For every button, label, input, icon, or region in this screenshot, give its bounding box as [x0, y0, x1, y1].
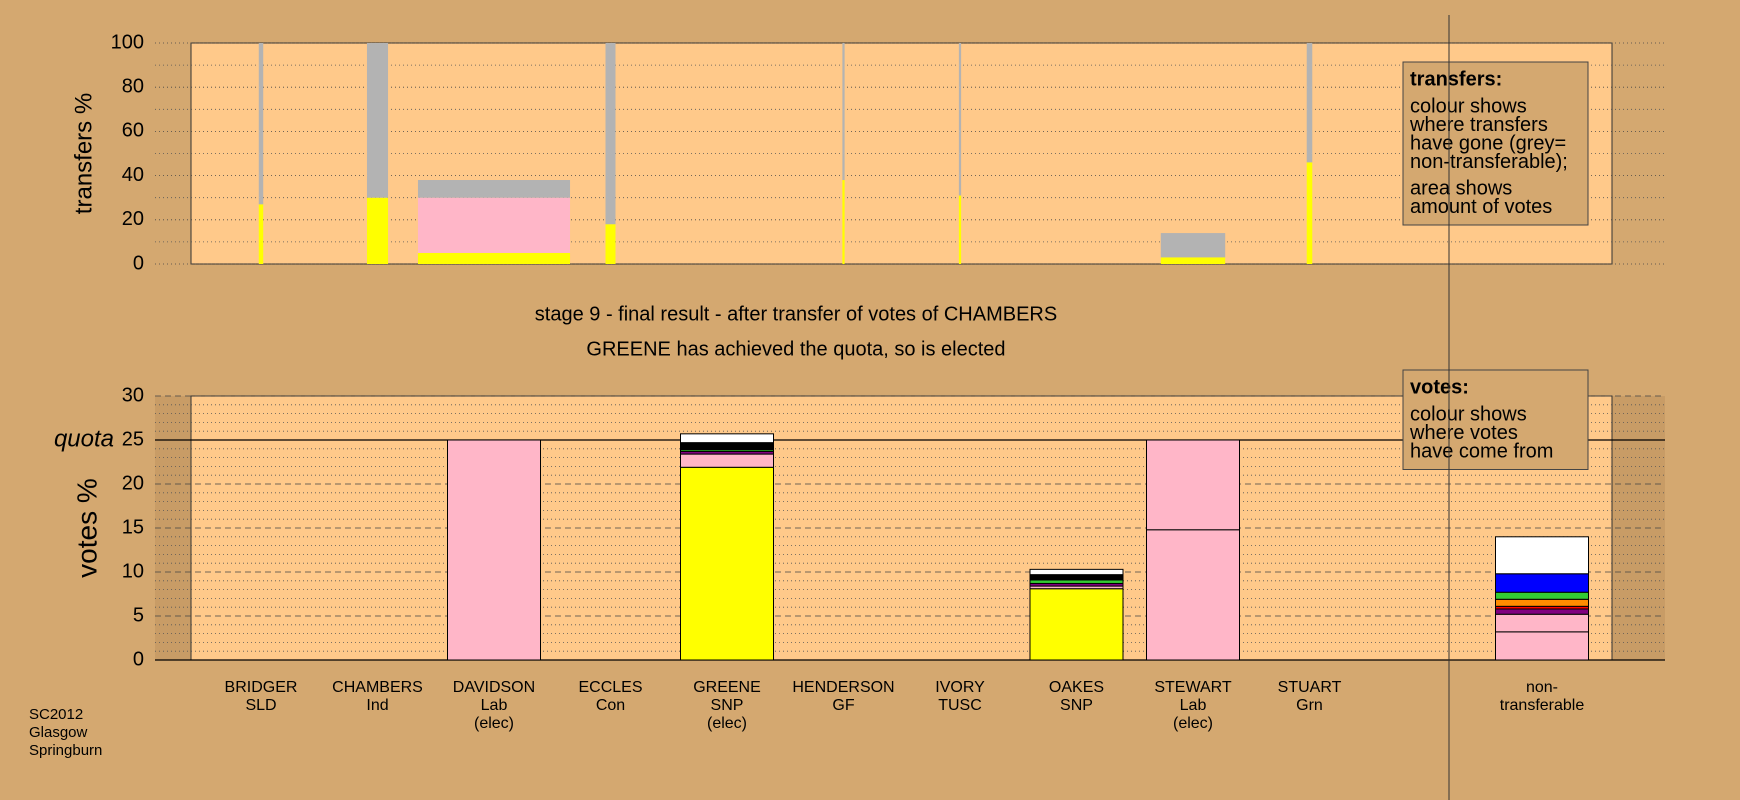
x-tick-label: DAVIDSON — [453, 679, 535, 696]
bar-segment — [1495, 613, 1589, 633]
bar-segment — [366, 197, 389, 264]
bar-segment — [447, 439, 541, 661]
y-tick-label: 10 — [122, 560, 144, 582]
bar-segment — [842, 180, 845, 264]
bar-segment — [1160, 257, 1226, 264]
legend-text: have come from — [1410, 440, 1553, 462]
bar-segment — [680, 442, 774, 451]
chart-subtitle: GREENE has achieved the quota, so is ele… — [586, 338, 1005, 360]
legend-text: where votes — [1409, 422, 1518, 444]
bar-segment — [366, 43, 389, 198]
bar-segment — [680, 453, 774, 468]
legend-text: where transfers — [1409, 114, 1548, 136]
x-tick-label: Grn — [1296, 697, 1323, 714]
x-tick-label: STUART — [1278, 679, 1342, 696]
legend-text: area shows — [1410, 177, 1512, 199]
bar-segment — [1160, 233, 1226, 258]
bar-segment — [1495, 631, 1589, 661]
y-tick-label: 60 — [122, 120, 144, 142]
x-tick-label: OAKES — [1049, 679, 1104, 696]
x-tick-label: Con — [596, 697, 625, 714]
bar-segment — [680, 433, 774, 444]
x-tick-label: Ind — [366, 697, 388, 714]
bar-segment — [1029, 568, 1124, 576]
bar-segment — [1029, 588, 1124, 661]
y-tick-label: 25 — [122, 428, 144, 450]
bar-segment — [958, 195, 962, 264]
x-tick-label: ECCLES — [578, 679, 642, 696]
x-tick-label: (elec) — [474, 715, 514, 732]
bar-segment — [842, 43, 845, 181]
y-tick-label: 40 — [122, 164, 144, 186]
bar-segment — [258, 43, 264, 205]
bar-segment — [1306, 43, 1313, 163]
x-tick-label: (elec) — [707, 715, 747, 732]
footer-text: Springburn — [29, 742, 102, 759]
x-tick-label: BRIDGER — [225, 679, 298, 696]
x-tick-label: CHAMBERS — [332, 679, 423, 696]
quota-label: quota — [54, 425, 114, 452]
bar-segment — [417, 197, 571, 253]
bar-segment — [1495, 598, 1589, 607]
bar-segment — [958, 43, 962, 196]
bar-segment — [680, 466, 774, 661]
x-tick-label: SLD — [245, 697, 276, 714]
x-tick-label: SNP — [1060, 697, 1093, 714]
y-tick-label: 80 — [122, 75, 144, 97]
bar-segment — [1029, 574, 1124, 581]
x-tick-label: IVORY — [935, 679, 985, 696]
bar-segment — [605, 43, 616, 225]
y-tick-label: 20 — [122, 208, 144, 230]
x-tick-label: HENDERSON — [792, 679, 894, 696]
bar-segment — [1029, 579, 1124, 584]
x-tick-label: transferable — [1500, 697, 1585, 714]
y-tick-label: 30 — [122, 384, 144, 406]
y-tick-label: 0 — [133, 648, 144, 670]
legend-box — [1402, 61, 1589, 226]
y-tick-label: 0 — [133, 252, 144, 274]
x-tick-label: SNP — [711, 697, 744, 714]
footer-text: Glasgow — [29, 724, 88, 741]
x-tick-label: (elec) — [1173, 715, 1213, 732]
x-tick-label: STEWART — [1154, 679, 1232, 696]
legend-text: colour shows — [1410, 95, 1527, 117]
x-tick-label: GF — [832, 697, 854, 714]
bar-segment — [1495, 573, 1589, 593]
legend-text: non-transferable); — [1410, 151, 1568, 173]
bar-segment — [1146, 439, 1240, 531]
legend-box — [1402, 369, 1589, 470]
bar-segment — [1495, 591, 1589, 600]
x-tick-label: non- — [1526, 679, 1558, 696]
legend-title: transfers: — [1410, 68, 1502, 90]
footer-text: SC2012 — [29, 706, 83, 723]
legend-text: amount of votes — [1410, 196, 1552, 218]
x-tick-label: GREENE — [693, 679, 761, 696]
bar-segment — [417, 252, 571, 264]
x-tick-label: Lab — [481, 697, 508, 714]
bar-segment — [605, 224, 616, 264]
bar-segment — [1495, 536, 1589, 575]
x-tick-label: Lab — [1180, 697, 1207, 714]
x-tick-label: TUSC — [938, 697, 982, 714]
y-tick-label: 100 — [111, 31, 144, 53]
y-tick-label: 5 — [133, 604, 144, 626]
bar-segment — [1495, 608, 1589, 615]
y-axis-label: votes % — [71, 478, 102, 578]
y-axis-label: transfers % — [70, 93, 97, 214]
legend-title: votes: — [1410, 376, 1469, 398]
plot-area — [190, 42, 1613, 265]
y-tick-label: 20 — [122, 472, 144, 494]
bar-segment — [258, 204, 264, 264]
bar-segment — [1306, 162, 1313, 264]
y-tick-label: 15 — [122, 516, 144, 538]
bar-segment — [417, 180, 571, 198]
legend-text: colour shows — [1410, 403, 1527, 425]
chart-title: stage 9 - final result - after transfer … — [535, 303, 1057, 325]
bar-segment — [1146, 529, 1240, 661]
